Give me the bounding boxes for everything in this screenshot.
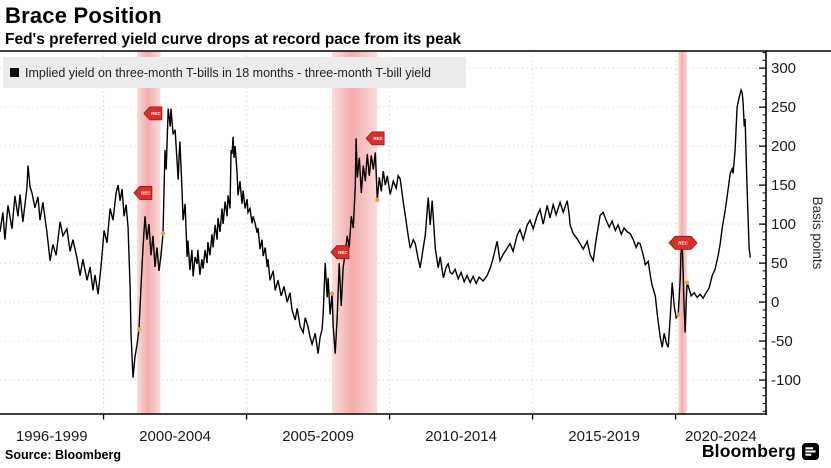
event-flag <box>143 106 163 121</box>
event-flag <box>365 131 385 146</box>
y-tick-label: 50 <box>771 255 788 272</box>
crossing-dot <box>375 197 380 203</box>
y-tick-label: 0 <box>771 294 779 311</box>
recession-band <box>332 51 378 414</box>
crossing-dot <box>684 280 690 285</box>
event-flag-label: REC <box>338 250 348 255</box>
event-flag-label: REC <box>373 136 383 141</box>
legend-swatch-icon <box>10 68 19 77</box>
bloomberg-logo: Bloomberg <box>702 441 819 462</box>
x-tick-label: 2020-2024 <box>685 428 757 445</box>
event-flag-label: REC <box>151 111 161 116</box>
crossing-dot <box>675 312 681 317</box>
recession-band <box>137 51 161 414</box>
crossing-dot <box>136 327 142 332</box>
page-title: Brace Position <box>5 3 162 28</box>
y-tick-label: -50 <box>771 333 793 350</box>
crossing-dot <box>329 291 335 296</box>
y-tick-label: 100 <box>771 216 796 233</box>
y-tick-label: 200 <box>771 138 796 155</box>
series-line <box>0 87 751 378</box>
legend-label: Implied yield on three-month T-bills in … <box>25 65 431 80</box>
source-note: Source: Bloomberg <box>5 448 121 462</box>
y-tick-label: 300 <box>771 60 796 77</box>
y-tick-label: 250 <box>771 99 796 116</box>
crossing-dot <box>160 231 166 236</box>
x-tick-label: 1996-1999 <box>16 428 88 445</box>
y-tick-label: -100 <box>771 372 801 389</box>
event-flag <box>133 186 153 200</box>
x-tick-label: 2015-2019 <box>568 428 640 445</box>
y-tick-label: 150 <box>771 177 796 194</box>
x-tick-label: 2010-2014 <box>425 428 497 445</box>
recession-band <box>678 51 688 414</box>
y-axis-title: Basis points <box>810 197 825 270</box>
event-flag <box>330 245 350 260</box>
event-flag <box>668 235 698 250</box>
x-tick-label: 2005-2009 <box>282 428 354 445</box>
bloomberg-mark-icon <box>802 443 819 460</box>
event-flag-label: REC <box>141 191 151 196</box>
event-flag-label: REC <box>678 241 688 246</box>
x-tick-label: 2000-2004 <box>139 428 211 445</box>
bloomberg-logo-text: Bloomberg <box>701 441 796 461</box>
chart-subtitle: Fed's preferred yield curve drops at rec… <box>5 31 461 48</box>
legend: Implied yield on three-month T-bills in … <box>3 57 466 88</box>
